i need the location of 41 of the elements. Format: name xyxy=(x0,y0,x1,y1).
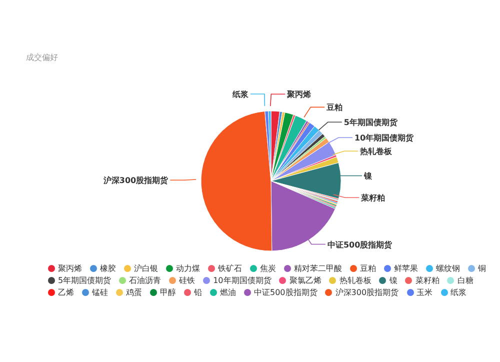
legend-label: 纸浆 xyxy=(450,287,467,298)
legend-label: 沪深300股指期货 xyxy=(335,287,399,298)
slice-label: 沪深300股指期货 xyxy=(102,175,170,186)
legend-label: 螺纹钢 xyxy=(436,263,460,274)
legend-label: 硅铁 xyxy=(179,275,196,286)
category-label: 纸浆 xyxy=(232,90,248,100)
legend-label: 锰硅 xyxy=(92,287,108,298)
legend-label: 乙烯 xyxy=(58,287,74,298)
slice-label: 10年期国债期货 xyxy=(354,134,415,143)
legend-label: 甲醇 xyxy=(160,287,176,298)
legend-label: 热轧卷板 xyxy=(339,275,372,286)
legend-label: 鸡蛋 xyxy=(126,287,142,298)
legend-label: 聚丙烯 xyxy=(58,263,82,274)
slice-label: 聚丙烯 xyxy=(286,90,312,100)
legend-label: 菜籽粕 xyxy=(415,275,440,286)
legend-label: 橡胶 xyxy=(100,263,116,274)
legend-label: 鲜苹果 xyxy=(394,263,418,274)
legend-label: 铜 xyxy=(478,263,486,274)
legend-label: 中证500股指期货 xyxy=(254,287,318,298)
category-label: 5年期国债期货 xyxy=(344,118,398,128)
category-label: 菜籽粕 xyxy=(361,194,386,203)
legend-label: 沪白银 xyxy=(134,263,158,274)
slice-label: 镍 xyxy=(363,172,373,181)
legend-label: 焦炭 xyxy=(260,263,276,274)
legend-label: 聚氯乙烯 xyxy=(289,275,322,286)
legend-label: 燃油 xyxy=(220,287,236,298)
legend-label: 5年期国债期货 xyxy=(58,275,112,286)
legend-label: 铁矿石 xyxy=(218,263,242,274)
category-label: 豆粕 xyxy=(326,103,343,112)
legend-label: 10年期国债期货 xyxy=(213,275,272,286)
legend-label: 镍 xyxy=(389,275,398,286)
legend-label: 豆粕 xyxy=(360,263,376,274)
legend-label: 石油沥青 xyxy=(129,275,162,286)
legend-label: 精对苯二甲酸 xyxy=(294,263,342,274)
legend-label: 铅 xyxy=(194,287,202,298)
legend-label: 动力煤 xyxy=(176,263,200,274)
legend-label: 白糖 xyxy=(457,275,474,286)
legend-label: 玉米 xyxy=(416,287,433,298)
chart-title: 成交偏好 xyxy=(26,53,58,62)
slice-label: 中证500股指期货 xyxy=(327,240,394,250)
category-label: 热轧卷板 xyxy=(360,147,392,156)
